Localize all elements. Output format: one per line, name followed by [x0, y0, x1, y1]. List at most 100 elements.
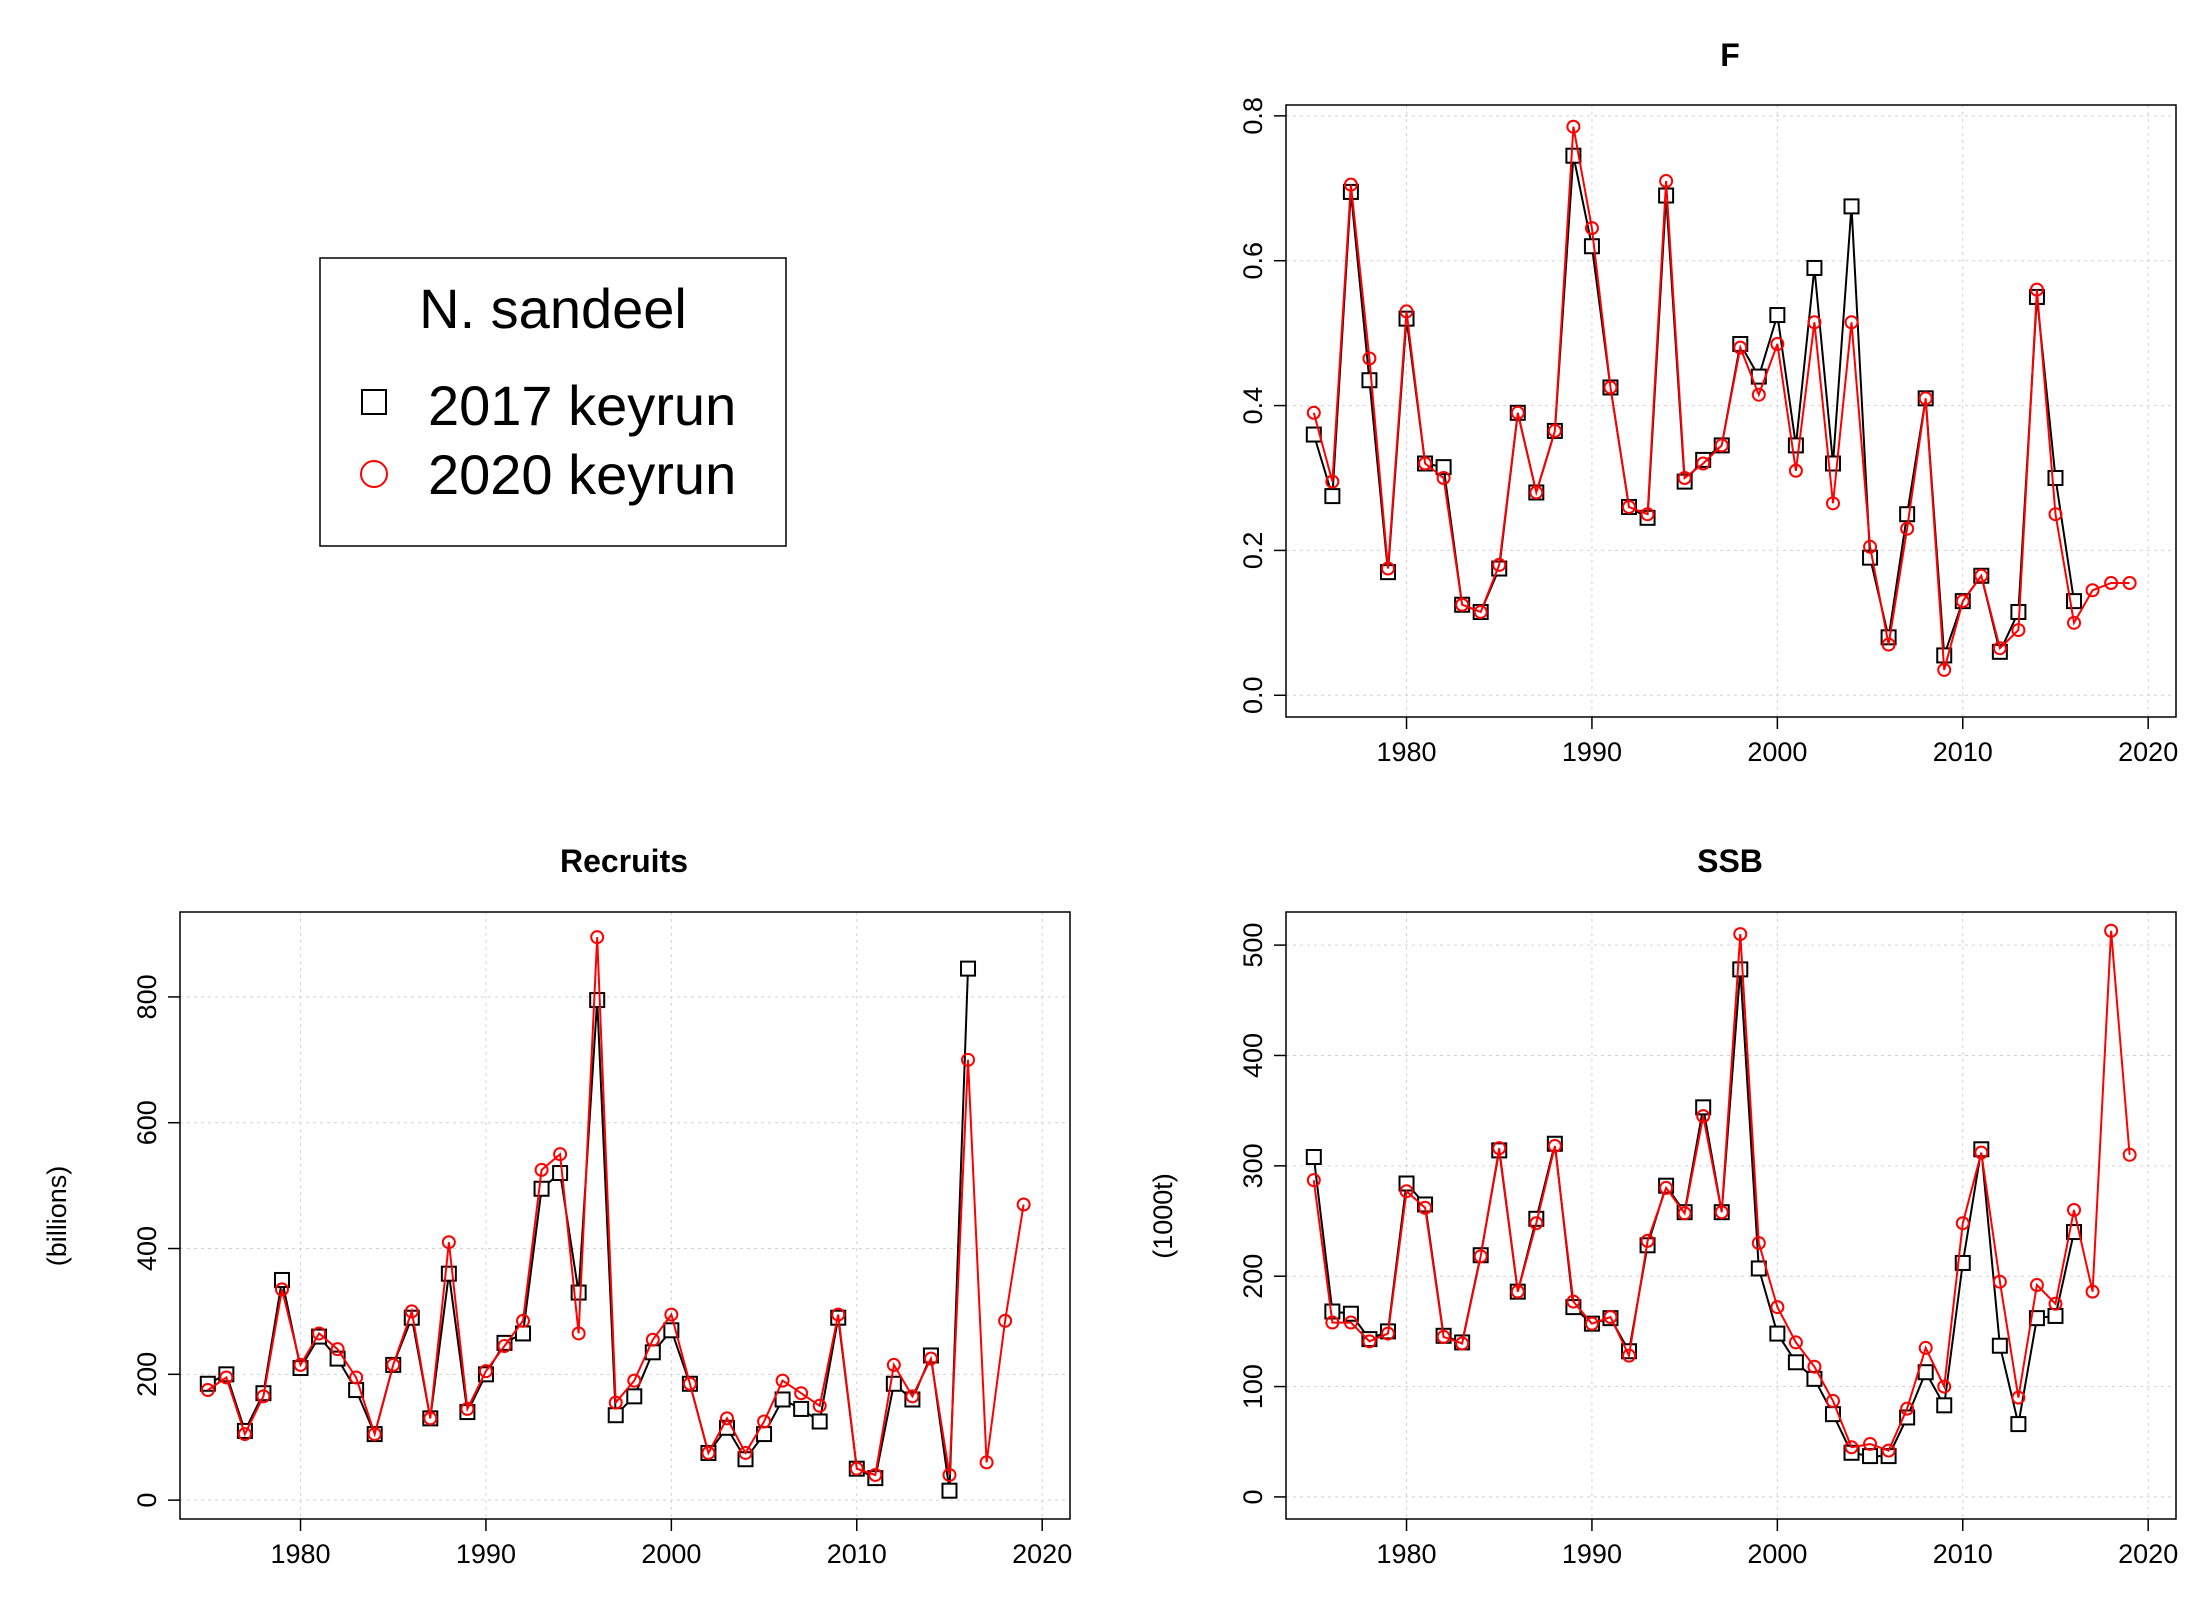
panel-title: Recruits	[560, 843, 688, 879]
data-point-circle	[1455, 597, 1470, 612]
data-point-square	[941, 1482, 958, 1499]
panel-ssb: SSB (1000t) 1980 1990 2000 2010 2020 0 100 200 3…	[1148, 843, 2178, 1569]
data-point-circle	[1900, 1401, 1915, 1416]
data-point-circle	[1380, 561, 1395, 576]
x-tick-label: 2000	[1747, 1539, 1807, 1569]
data-point-circle	[293, 1357, 308, 1372]
data-point-circle	[2085, 583, 2100, 598]
y-tick-label: 400	[1238, 1033, 1268, 1078]
data-point-square	[2028, 1310, 2045, 1327]
series-line-2020-keyrun	[1312, 126, 2130, 671]
data-point-circle	[1436, 470, 1451, 485]
data-point-circle	[1584, 221, 1599, 236]
data-point-circle	[1677, 470, 1692, 485]
data-point-circle	[1770, 1300, 1785, 1315]
data-point-circle	[404, 1304, 419, 1319]
data-point-square	[496, 1334, 513, 1351]
data-point-circle	[1492, 557, 1507, 572]
data-point-circle	[1622, 499, 1637, 514]
data-point-circle	[478, 1364, 493, 1379]
data-point-circle	[1900, 521, 1915, 536]
data-point-square	[960, 960, 977, 977]
data-point-circle	[627, 1373, 642, 1388]
legend: N. sandeel 2017 keyrun 2020 keyrun	[319, 257, 787, 547]
data-point-circle	[719, 1411, 734, 1426]
data-point-circle	[1844, 1440, 1859, 1455]
data-point-circle	[2011, 623, 2026, 638]
data-point-circle	[2029, 282, 2044, 297]
data-point-circle	[1529, 485, 1544, 500]
data-point-circle	[219, 1370, 234, 1385]
data-point-circle	[2104, 923, 2119, 938]
y-tick-label: 0.0	[1238, 676, 1268, 714]
data-point-circle	[1825, 1393, 1840, 1408]
data-point-circle	[2067, 615, 2082, 630]
data-point-square	[793, 1400, 810, 1417]
data-point-circle	[1016, 1197, 1031, 1212]
data-point-square	[589, 992, 606, 1009]
x-tick-label: 1990	[1562, 1539, 1622, 1569]
x-tick-label: 2010	[1933, 1539, 1993, 1569]
data-point-circle	[237, 1427, 252, 1442]
y-tick-label: 0	[1238, 1489, 1268, 1504]
data-point-circle	[794, 1386, 809, 1401]
data-point-square	[1899, 506, 1916, 523]
data-point-circle	[738, 1445, 753, 1460]
data-point-square	[1862, 1448, 1879, 1465]
data-point-circle	[1343, 1315, 1358, 1330]
data-point-circle	[274, 1282, 289, 1297]
y-axis-label: (1000t)	[1148, 1173, 1178, 1259]
data-point-circle	[460, 1401, 475, 1416]
data-point-circle	[349, 1370, 364, 1385]
data-point-circle	[775, 1373, 790, 1388]
panel-recruits: Recruits (billions) 1980 1990 2000 2010 2020…	[42, 843, 1072, 1569]
y-tick-label: 0	[132, 1493, 162, 1508]
x-tick-label: 2000	[641, 1539, 701, 1569]
data-point-circle	[1696, 1109, 1711, 1124]
data-point-circle	[1640, 1233, 1655, 1248]
data-point-circle	[1807, 315, 1822, 330]
data-point-circle	[1881, 637, 1896, 652]
data-point-circle	[330, 1342, 345, 1357]
data-point-circle	[1362, 351, 1377, 366]
data-point-circle	[1640, 507, 1655, 522]
data-point-circle	[2122, 1147, 2137, 1162]
data-point-circle	[386, 1357, 401, 1372]
data-point-circle	[1659, 174, 1674, 189]
data-point-square	[2047, 469, 2064, 486]
plot-frame	[179, 911, 1071, 1520]
data-point-circle	[1510, 405, 1525, 420]
data-point-circle	[1399, 304, 1414, 319]
data-point-circle	[1714, 438, 1729, 453]
data-point-circle	[1362, 1334, 1377, 1349]
y-tick-label: 300	[1238, 1143, 1268, 1188]
legend-label-2017: 2017 keyrun	[428, 374, 736, 437]
data-point-circle	[979, 1455, 994, 1470]
data-point-circle	[1306, 405, 1321, 420]
data-point-circle	[590, 930, 605, 945]
data-point-circle	[1751, 1236, 1766, 1251]
data-point-square	[1305, 1149, 1322, 1166]
data-point-circle	[682, 1376, 697, 1391]
data-point-square	[218, 1366, 235, 1383]
data-point-square	[1769, 307, 1786, 324]
data-point-circle	[312, 1326, 327, 1341]
data-point-circle	[571, 1326, 586, 1341]
legend-label-2020: 2020 keyrun	[428, 443, 736, 506]
data-point-circle	[1788, 463, 1803, 478]
data-point-square	[1787, 1354, 1804, 1371]
data-point-circle	[1418, 1200, 1433, 1215]
data-point-circle	[1659, 1180, 1674, 1195]
data-point-circle	[1436, 1329, 1451, 1344]
data-point-circle	[1566, 119, 1581, 134]
x-tick-label: 1990	[1562, 737, 1622, 767]
x-tick-label: 2010	[827, 1539, 887, 1569]
data-point-square	[1769, 1325, 1786, 1342]
data-point-circle	[1343, 177, 1358, 192]
y-tick-label: 200	[132, 1352, 162, 1397]
legend-square-marker	[361, 389, 387, 415]
data-point-circle	[1825, 496, 1840, 511]
data-point-circle	[923, 1351, 938, 1366]
data-point-circle	[367, 1427, 382, 1442]
data-point-circle	[849, 1461, 864, 1476]
